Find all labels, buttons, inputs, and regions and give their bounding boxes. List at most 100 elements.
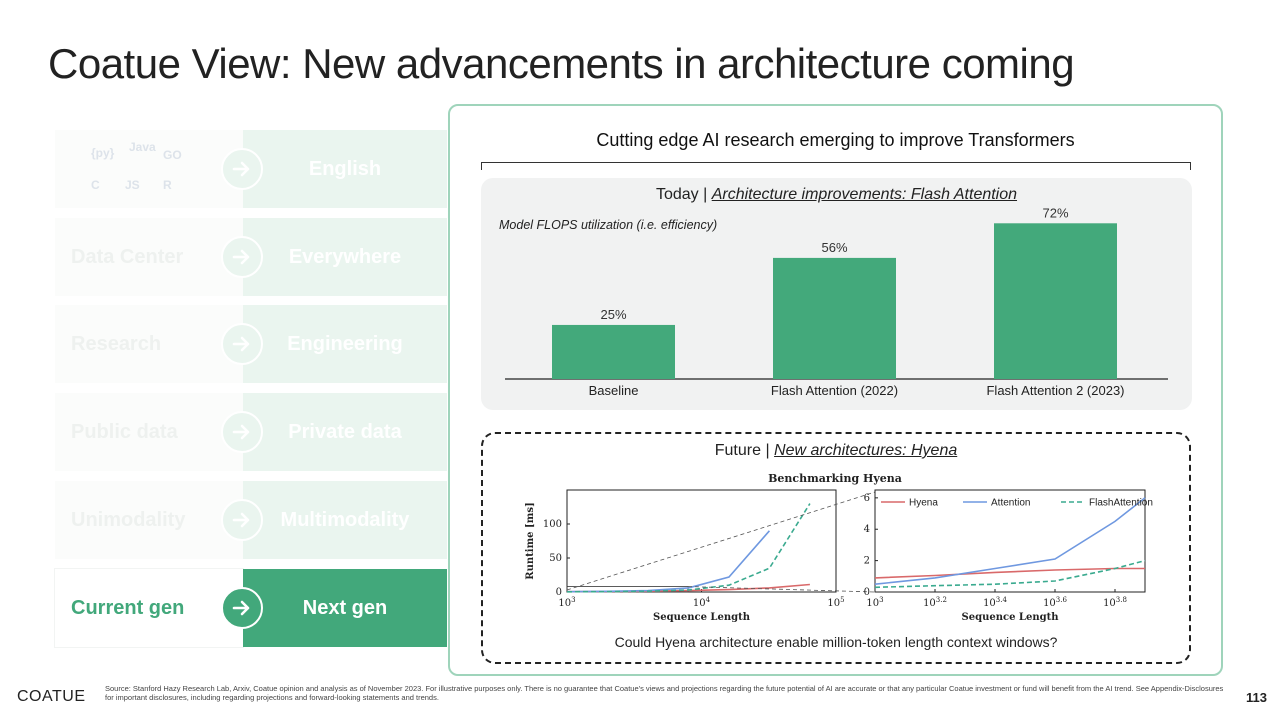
arrow-right-icon [221, 499, 263, 541]
row-right-cell [243, 393, 447, 471]
x-axis-label: Sequence Length [962, 612, 1060, 623]
flops-bar-chart: 25% Baseline 56% Flash Attention (2022) 72% F… [505, 205, 1168, 398]
rust-icon: R [163, 178, 172, 192]
row-left-cell [55, 218, 243, 296]
y-tick-label: 4 [864, 524, 870, 535]
arrow-right-icon [221, 323, 263, 365]
arrow-right-icon [221, 411, 263, 453]
y-tick-label: 0 [556, 587, 562, 598]
x-tick-label: 103 [558, 596, 575, 609]
arrow-right-icon [221, 236, 263, 278]
series-line-flashattention [874, 559, 1146, 589]
bar [994, 223, 1117, 379]
future-section: Future | New architectures: Hyena Benchm… [481, 432, 1191, 664]
series-line-attention [566, 530, 771, 593]
bracket-divider [481, 162, 1191, 170]
row-to-label: English [308, 158, 382, 180]
transition-row: {py} Java GO C JS R English [55, 130, 447, 208]
language-icons: {py} Java GO C JS R [85, 138, 215, 200]
today-heading: Today | Architecture improvements: Flash… [481, 186, 1192, 204]
row-to-label: Next gen [302, 597, 388, 619]
row-to-label: Private data [288, 421, 402, 443]
series-line-flashattention [566, 503, 811, 593]
panel-title: Cutting edge AI research emerging to imp… [596, 130, 1075, 150]
future-heading: Future | New architectures: Hyena [483, 442, 1189, 460]
y-tick-label: 100 [543, 519, 562, 530]
x-tick-label: 103.4 [983, 596, 1007, 609]
y-tick-label: 2 [864, 556, 870, 567]
row-to-label: Multimodality [280, 509, 410, 531]
bar-value-label: 72% [1042, 205, 1068, 220]
zoom-connector [688, 586, 876, 593]
row-left-cell [55, 305, 243, 383]
y-tick-label: 6 [864, 493, 870, 504]
x-tick-label: 103.6 [1043, 596, 1067, 609]
today-prefix: Today | [655, 186, 712, 203]
y-tick-label: 50 [549, 553, 562, 564]
future-prefix: Future | [714, 442, 775, 459]
today-link[interactable]: Architecture improvements: Flash Attenti… [711, 186, 1018, 203]
today-section: Today | Architecture improvements: Flash… [481, 178, 1192, 410]
row-left-cell [55, 393, 243, 471]
x-tick-label: 103.8 [1103, 596, 1127, 609]
future-link[interactable]: New architectures: Hyena [774, 442, 958, 459]
row-right-cell [243, 218, 447, 296]
transition-row: Unimodality Multimodality [55, 481, 447, 559]
legend-label: FlashAttention [1089, 498, 1153, 509]
row-from-label: Public data [71, 421, 178, 443]
x-tick-label: 105 [827, 596, 844, 609]
series-line-hyena [874, 567, 1145, 579]
left-plot-frame [566, 489, 837, 593]
x-tick-label: 103 [866, 596, 883, 609]
future-question: Could Hyena architecture enable million-… [614, 634, 1058, 650]
bar-category-label: Flash Attention (2022) [771, 383, 898, 398]
row-right-cell [243, 569, 447, 647]
arrow-right-icon [221, 148, 263, 190]
page-title: Coatue View: New advancements in archite… [48, 40, 1075, 87]
java-icon: Java [129, 140, 156, 154]
bar [773, 257, 896, 379]
row-left-cell [55, 569, 243, 647]
row-from-label: Current gen [71, 597, 185, 619]
hyena-benchmark-chart: Benchmarking Hyena 103 104 105 0 50 100 Sequenc… [525, 472, 1153, 623]
bar-value-label: 56% [821, 240, 847, 255]
python-icon: {py} [91, 146, 115, 160]
c-icon: C [91, 178, 100, 192]
transition-row: Data Center Everywhere [55, 218, 447, 296]
go-icon: GO [163, 148, 182, 162]
legend-label: Attention [991, 498, 1030, 509]
chart-legend: Hyena Attention FlashAttention [881, 498, 1153, 509]
research-panel: Cutting edge AI research emerging to imp… [448, 104, 1223, 676]
legend-label: Hyena [909, 498, 938, 509]
y-axis-label: Runtime [ms] [525, 502, 536, 579]
coatue-logo: COATUE [17, 688, 86, 705]
source-footnote: Source: Stanford Hazy Research Lab, Arxi… [105, 684, 1224, 702]
today-subtitle: Model FLOPS utilization (i.e. efficiency… [499, 218, 718, 232]
y-tick-label: 0 [864, 587, 870, 598]
row-from-label: Unimodality [71, 509, 186, 531]
x-tick-label: 103.2 [923, 596, 947, 609]
row-to-label: Engineering [287, 333, 403, 355]
series-line-attention [874, 497, 1146, 585]
bar-category-label: Flash Attention 2 (2023) [986, 383, 1124, 398]
row-from-label: Data Center [71, 246, 184, 268]
row-left-cell [55, 130, 243, 208]
js-icon: JS [125, 178, 140, 192]
x-tick-label: 104 [693, 596, 711, 609]
row-right-cell [243, 305, 447, 383]
x-axis-label: Sequence Length [653, 612, 751, 623]
bar [552, 324, 675, 379]
transition-row: Research Engineering [55, 305, 447, 383]
bar-value-label: 25% [600, 307, 626, 322]
row-right-cell [243, 481, 447, 559]
page-number: 113 [1246, 690, 1267, 705]
bar-category-label: Baseline [589, 383, 639, 398]
transition-row: Public data Private data [55, 393, 447, 471]
right-plot-frame [874, 489, 1146, 593]
hyena-chart-title: Benchmarking Hyena [768, 472, 902, 485]
row-from-label: Research [71, 333, 162, 355]
row-left-cell [55, 481, 243, 559]
zoom-connector [566, 491, 876, 591]
row-right-cell [243, 130, 447, 208]
arrow-right-icon [221, 587, 263, 629]
